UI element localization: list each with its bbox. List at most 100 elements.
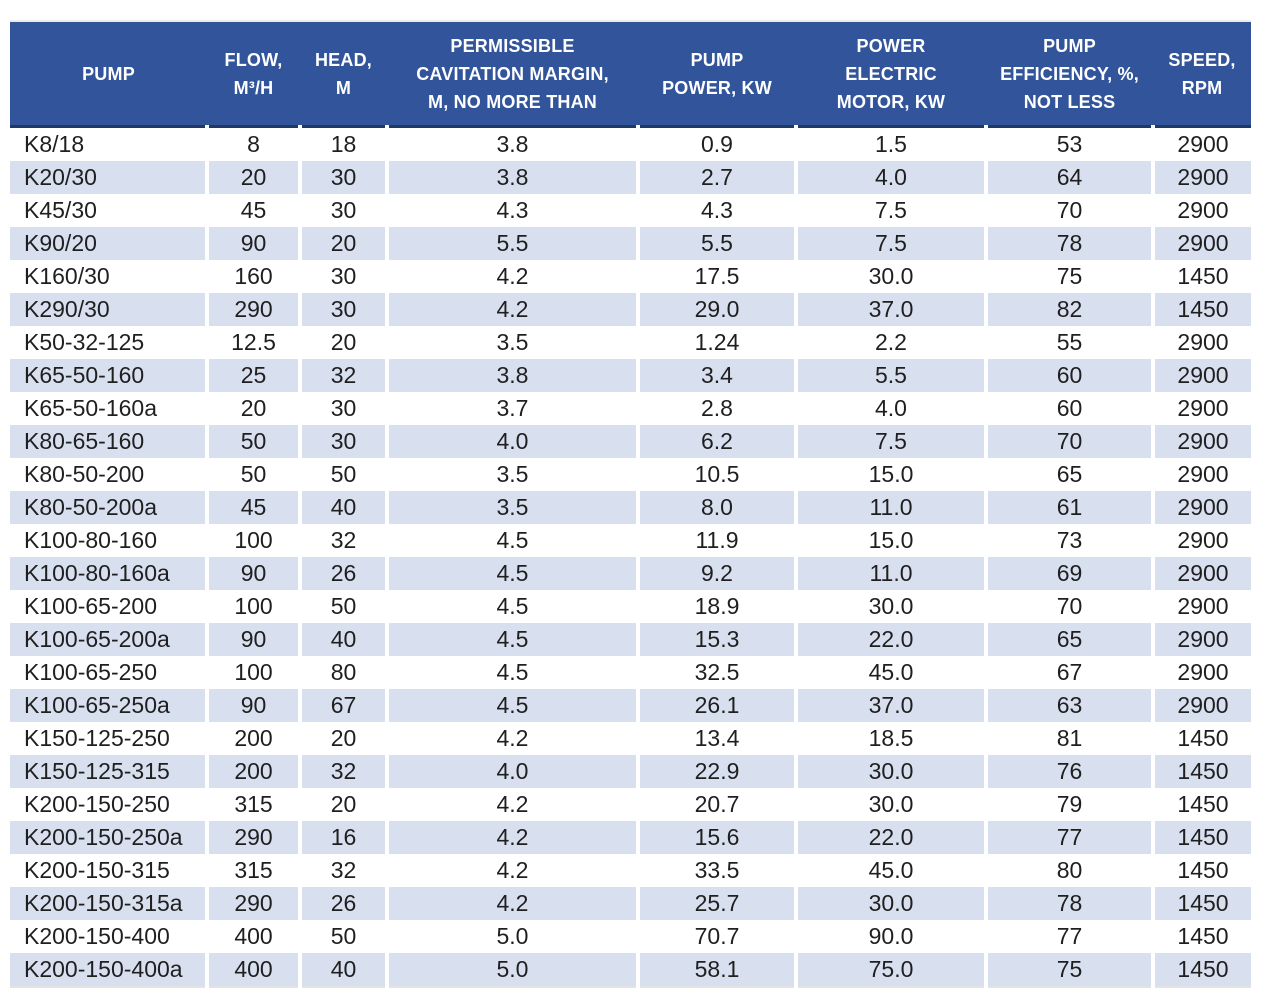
cell-pump_power: 22.9 xyxy=(636,755,796,788)
cell-cavitation_margin: 4.5 xyxy=(385,524,638,557)
column-header-line: RPM xyxy=(1181,77,1223,98)
cell-efficiency: 78 xyxy=(984,887,1153,920)
cell-cavitation_margin: 4.2 xyxy=(385,788,638,821)
column-header-line: PUMP xyxy=(1043,35,1096,56)
cell-head: 80 xyxy=(298,656,387,689)
table-header: PUMP FLOW, M³/H HEAD, M PERMISSIBLE CAVITATION… xyxy=(10,21,1251,128)
cell-motor_power: 22.0 xyxy=(794,623,986,656)
cell-speed: 2900 xyxy=(1151,425,1251,458)
cell-motor_power: 7.5 xyxy=(794,425,986,458)
pump-name-cell: K100-80-160a xyxy=(24,560,170,586)
pump-name-cell: K100-65-200a xyxy=(24,626,170,652)
cell-pump_power: 9.2 xyxy=(636,557,796,590)
cell-flow: 200 xyxy=(205,722,300,755)
cell-motor_power: 7.5 xyxy=(794,194,986,227)
cell-speed: 2900 xyxy=(1151,524,1251,557)
cell-efficiency: 53 xyxy=(984,126,1153,161)
cell-flow: 290 xyxy=(205,887,300,920)
table-header-row: PUMP FLOW, M³/H HEAD, M PERMISSIBLE CAVITATION… xyxy=(10,21,1251,128)
cell-flow: 50 xyxy=(205,425,300,458)
cell-pump_power: 26.1 xyxy=(636,689,796,722)
cell-flow: 20 xyxy=(205,161,300,194)
cell-speed: 1450 xyxy=(1151,260,1251,293)
cell-efficiency: 82 xyxy=(984,293,1153,326)
table-row: K160/30 160 30 4.2 17.5 30.0 75 1450 xyxy=(10,260,1251,293)
table-row: K100-80-160 100 32 4.5 11.9 15.0 73 2900 xyxy=(10,524,1251,557)
cell-head: 20 xyxy=(298,326,387,359)
cell-motor_power: 37.0 xyxy=(794,293,986,326)
cell-cavitation_margin: 4.2 xyxy=(385,821,638,854)
cell-pump_power: 1.24 xyxy=(636,326,796,359)
cell-pump_power: 11.9 xyxy=(636,524,796,557)
cell-efficiency: 79 xyxy=(984,788,1153,821)
cell-pump_power: 13.4 xyxy=(636,722,796,755)
pump-spec-table: PUMP FLOW, M³/H HEAD, M PERMISSIBLE CAVITATION… xyxy=(10,20,1251,988)
table-row: K200-150-250 315 20 4.2 20.7 30.0 79 1450 xyxy=(10,788,1251,821)
cell-pump_power: 3.4 xyxy=(636,359,796,392)
cell-pump_power: 70.7 xyxy=(636,920,796,953)
cell-head: 20 xyxy=(298,227,387,260)
pump-name-cell: K50-32-125 xyxy=(24,329,145,355)
cell-head: 40 xyxy=(298,491,387,524)
table-body: K8/18 8 18 3.8 0.9 1.5 53 2900 K20/30 20 30 3.8 2.7 4… xyxy=(10,126,1251,987)
cell-head: 20 xyxy=(298,722,387,755)
cell-speed: 1450 xyxy=(1151,821,1251,854)
table-row: K100-65-200a 90 40 4.5 15.3 22.0 65 2900 xyxy=(10,623,1251,656)
cell-flow: 400 xyxy=(205,953,300,987)
column-header-line: MOTOR, KW xyxy=(836,91,946,112)
cell-head: 40 xyxy=(298,953,387,987)
cell-cavitation_margin: 4.5 xyxy=(385,623,638,656)
cell-speed: 2900 xyxy=(1151,392,1251,425)
cell-flow: 100 xyxy=(205,656,300,689)
cell-pump_power: 2.7 xyxy=(636,161,796,194)
cell-speed: 2900 xyxy=(1151,194,1251,227)
cell-motor_power: 30.0 xyxy=(794,260,986,293)
table-row: K100-65-200 100 50 4.5 18.9 30.0 70 2900 xyxy=(10,590,1251,623)
cell-cavitation_margin: 3.5 xyxy=(385,491,638,524)
pump-name-cell: K150-125-315 xyxy=(24,758,170,784)
cell-pump_power: 25.7 xyxy=(636,887,796,920)
table-row: K150-125-250 200 20 4.2 13.4 18.5 81 1450 xyxy=(10,722,1251,755)
cell-head: 18 xyxy=(298,126,387,161)
cell-head: 26 xyxy=(298,887,387,920)
table-row: K65-50-160 25 32 3.8 3.4 5.5 60 2900 xyxy=(10,359,1251,392)
column-header-line: SPEED, xyxy=(1168,49,1236,70)
cell-efficiency: 65 xyxy=(984,623,1153,656)
cell-flow: 12.5 xyxy=(205,326,300,359)
cell-flow: 20 xyxy=(205,392,300,425)
table-row: K45/30 45 30 4.3 4.3 7.5 70 2900 xyxy=(10,194,1251,227)
pump-name-cell: K90/20 xyxy=(24,230,97,256)
table-row: K90/20 90 20 5.5 5.5 7.5 78 2900 xyxy=(10,227,1251,260)
table-row: K20/30 20 30 3.8 2.7 4.0 64 2900 xyxy=(10,161,1251,194)
cell-flow: 45 xyxy=(205,194,300,227)
cell-speed: 2900 xyxy=(1151,227,1251,260)
column-header-line: ELECTRIC xyxy=(845,63,937,84)
cell-pump_power: 5.5 xyxy=(636,227,796,260)
table-row: K100-80-160a 90 26 4.5 9.2 11.0 69 2900 xyxy=(10,557,1251,590)
column-header-speed: SPEED, RPM xyxy=(1153,21,1251,128)
pump-name-cell: K150-125-250 xyxy=(24,725,170,751)
cell-cavitation_margin: 4.0 xyxy=(385,425,638,458)
cell-efficiency: 70 xyxy=(984,590,1153,623)
cell-efficiency: 76 xyxy=(984,755,1153,788)
cell-flow: 25 xyxy=(205,359,300,392)
cell-flow: 100 xyxy=(205,524,300,557)
cell-flow: 315 xyxy=(205,788,300,821)
cell-pump_power: 33.5 xyxy=(636,854,796,887)
column-header-line: HEAD, xyxy=(314,49,372,70)
cell-speed: 1450 xyxy=(1151,722,1251,755)
cell-cavitation_margin: 4.2 xyxy=(385,293,638,326)
cell-head: 30 xyxy=(298,260,387,293)
cell-head: 30 xyxy=(298,392,387,425)
pump-name-cell: K65-50-160 xyxy=(24,362,145,388)
cell-speed: 1450 xyxy=(1151,755,1251,788)
cell-efficiency: 81 xyxy=(984,722,1153,755)
cell-head: 67 xyxy=(298,689,387,722)
cell-motor_power: 45.0 xyxy=(794,854,986,887)
column-header-line: CAVITATION MARGIN, xyxy=(416,63,609,84)
column-header-line: NOT LESS xyxy=(1023,91,1116,112)
cell-speed: 2900 xyxy=(1151,326,1251,359)
cell-motor_power: 7.5 xyxy=(794,227,986,260)
cell-speed: 2900 xyxy=(1151,689,1251,722)
cell-motor_power: 5.5 xyxy=(794,359,986,392)
